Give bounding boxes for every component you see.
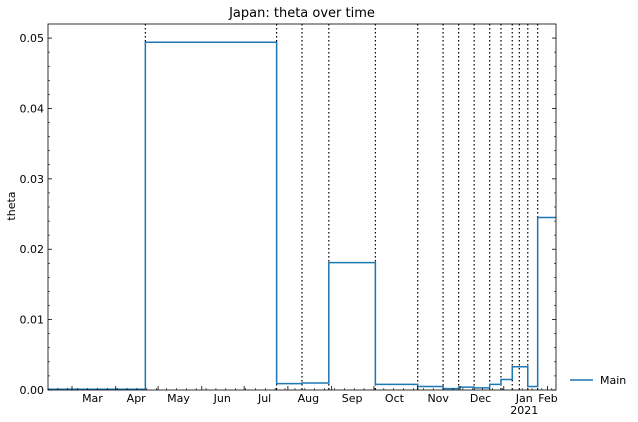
plot-frame: [47, 23, 557, 391]
x-tick-label: Jan: [515, 392, 533, 405]
x-year-label: 2021: [510, 404, 538, 417]
legend-label-main: Main: [600, 374, 626, 387]
y-tick-label: 0.04: [20, 102, 45, 115]
y-tick-label: 0.05: [20, 32, 45, 45]
y-tick-label: 0.02: [20, 243, 45, 256]
y-axis-ticks: 0.00 0.01 0.02 0.03 0.04 0.05: [20, 32, 556, 397]
x-tick-label: Mar: [82, 392, 103, 405]
x-tick-label: Aug: [298, 392, 319, 405]
x-tick-label: Apr: [127, 392, 147, 405]
x-tick-label: Nov: [427, 392, 449, 405]
x-tick-label: Dec: [470, 392, 491, 405]
changepoint-lines: [144, 24, 539, 390]
x-tick-label: May: [167, 392, 190, 405]
y-tick-label: 0.03: [20, 173, 45, 186]
series-line-main: [48, 41, 556, 391]
y-tick-label: 0.01: [20, 314, 45, 327]
y-axis-label: theta: [5, 191, 18, 220]
series-layer: [48, 41, 556, 391]
x-tick-label: Jul: [257, 392, 271, 405]
x-tick-label: Sep: [342, 392, 363, 405]
x-tick-label: Jun: [213, 392, 231, 405]
legend: Main: [570, 374, 626, 387]
x-tick-label: Feb: [538, 392, 557, 405]
x-tick-label: Oct: [385, 392, 405, 405]
y-tick-label: 0.00: [20, 384, 45, 397]
chart-title: Japan: theta over time: [228, 6, 375, 21]
